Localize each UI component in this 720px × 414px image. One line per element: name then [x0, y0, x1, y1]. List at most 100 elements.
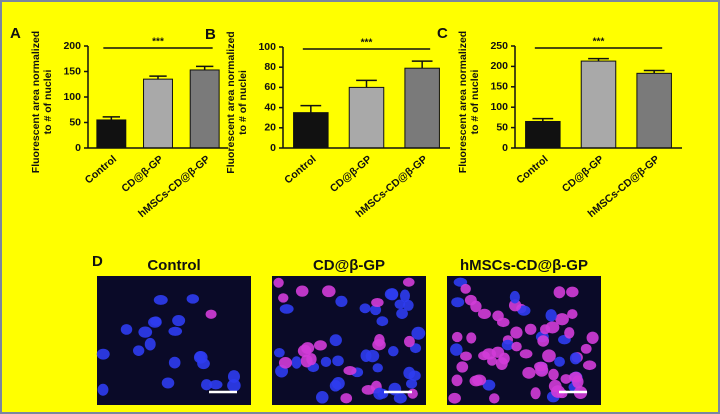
nucleus: [411, 326, 426, 340]
nucleus: [279, 304, 294, 314]
nucleus: [168, 356, 181, 369]
nucleus: [566, 286, 579, 298]
nucleus: [522, 366, 536, 379]
nucleus: [332, 355, 344, 367]
y-tick-label: 100: [258, 41, 276, 53]
nucleus: [404, 335, 415, 348]
nucleus: [511, 341, 522, 352]
nucleus: [406, 378, 418, 389]
nucleus: [161, 377, 175, 389]
nucleus: [451, 374, 463, 387]
nucleus: [399, 289, 410, 303]
y-axis-label: to # of nuclei: [42, 70, 54, 135]
nucleus: [153, 295, 168, 305]
bar: [189, 69, 220, 149]
panel-label: D: [92, 253, 103, 270]
nucleus: [340, 393, 353, 404]
nucleus: [487, 356, 498, 366]
nucleus: [320, 356, 332, 368]
nucleus: [451, 297, 465, 308]
y-tick-label: 0: [270, 142, 276, 154]
nucleus: [498, 352, 510, 365]
nucleus: [539, 324, 551, 335]
nucleus: [460, 283, 471, 294]
nucleus: [545, 309, 557, 322]
nucleus: [331, 377, 345, 390]
nucleus: [370, 304, 382, 316]
nucleus: [291, 356, 302, 369]
nucleus: [534, 361, 548, 372]
y-tick-label: 60: [264, 81, 276, 93]
nucleus: [572, 375, 584, 389]
nucleus: [300, 354, 313, 368]
nucleus: [396, 308, 408, 319]
nucleus: [580, 343, 592, 354]
nucleus: [138, 326, 153, 338]
nucleus: [313, 340, 327, 351]
nucleus: [564, 327, 575, 339]
nucleus: [315, 391, 329, 404]
nucleus: [371, 297, 384, 308]
image-title: CD@β-GP: [313, 257, 385, 274]
nucleus: [492, 310, 504, 322]
bar: [580, 60, 617, 149]
nucleus: [172, 314, 186, 327]
nucleus: [510, 326, 523, 339]
y-tick-label: 40: [264, 101, 276, 113]
nucleus: [393, 392, 407, 404]
nucleus: [359, 303, 371, 314]
bar: [525, 120, 561, 149]
nucleus: [97, 383, 109, 396]
nucleus: [329, 334, 342, 347]
nucleus: [273, 277, 284, 288]
significance-label: ***: [361, 38, 373, 49]
nucleus: [448, 392, 461, 404]
bar: [636, 72, 672, 149]
image-title: Control: [147, 257, 200, 274]
y-tick-label: 20: [264, 122, 276, 134]
nucleus: [227, 370, 241, 383]
nucleus: [477, 308, 491, 319]
y-axis-label: to # of nuclei: [237, 70, 249, 135]
nucleus: [278, 293, 289, 303]
nucleus: [472, 374, 487, 386]
nucleus: [555, 313, 569, 326]
nucleus: [372, 339, 386, 351]
nucleus: [373, 387, 386, 400]
nucleus: [542, 349, 556, 363]
nucleus: [388, 382, 402, 396]
micrograph: [96, 276, 251, 405]
bar: [348, 86, 385, 149]
panel-label: A: [10, 25, 21, 42]
y-axis-label: Fluorescent area normalized: [30, 31, 42, 173]
nucleus: [460, 351, 472, 361]
nucleus: [501, 339, 514, 351]
nucleus: [519, 349, 533, 359]
nucleus: [201, 379, 213, 391]
nucleus: [394, 299, 406, 310]
nucleus: [322, 285, 336, 298]
nucleus: [193, 351, 208, 364]
nucleus: [464, 294, 477, 306]
nucleus: [132, 345, 145, 356]
nucleus: [554, 356, 565, 367]
nucleus: [537, 335, 550, 347]
bar: [404, 67, 440, 149]
nucleus: [489, 393, 500, 404]
nucleus: [402, 277, 415, 287]
nucleus: [148, 316, 162, 328]
nucleus: [509, 290, 520, 304]
y-tick-label: 0: [502, 142, 508, 154]
nucleus: [335, 295, 348, 308]
nucleus: [530, 387, 541, 400]
y-tick-label: 0: [75, 142, 81, 154]
nucleus: [360, 349, 372, 362]
y-tick-label: 150: [63, 65, 81, 77]
significance-label: ***: [593, 37, 605, 48]
nucleus: [295, 285, 309, 297]
nucleus: [569, 352, 582, 365]
micrograph: [272, 276, 426, 405]
bar: [96, 119, 127, 149]
y-axis-label: Fluorescent area normalized: [457, 31, 469, 173]
